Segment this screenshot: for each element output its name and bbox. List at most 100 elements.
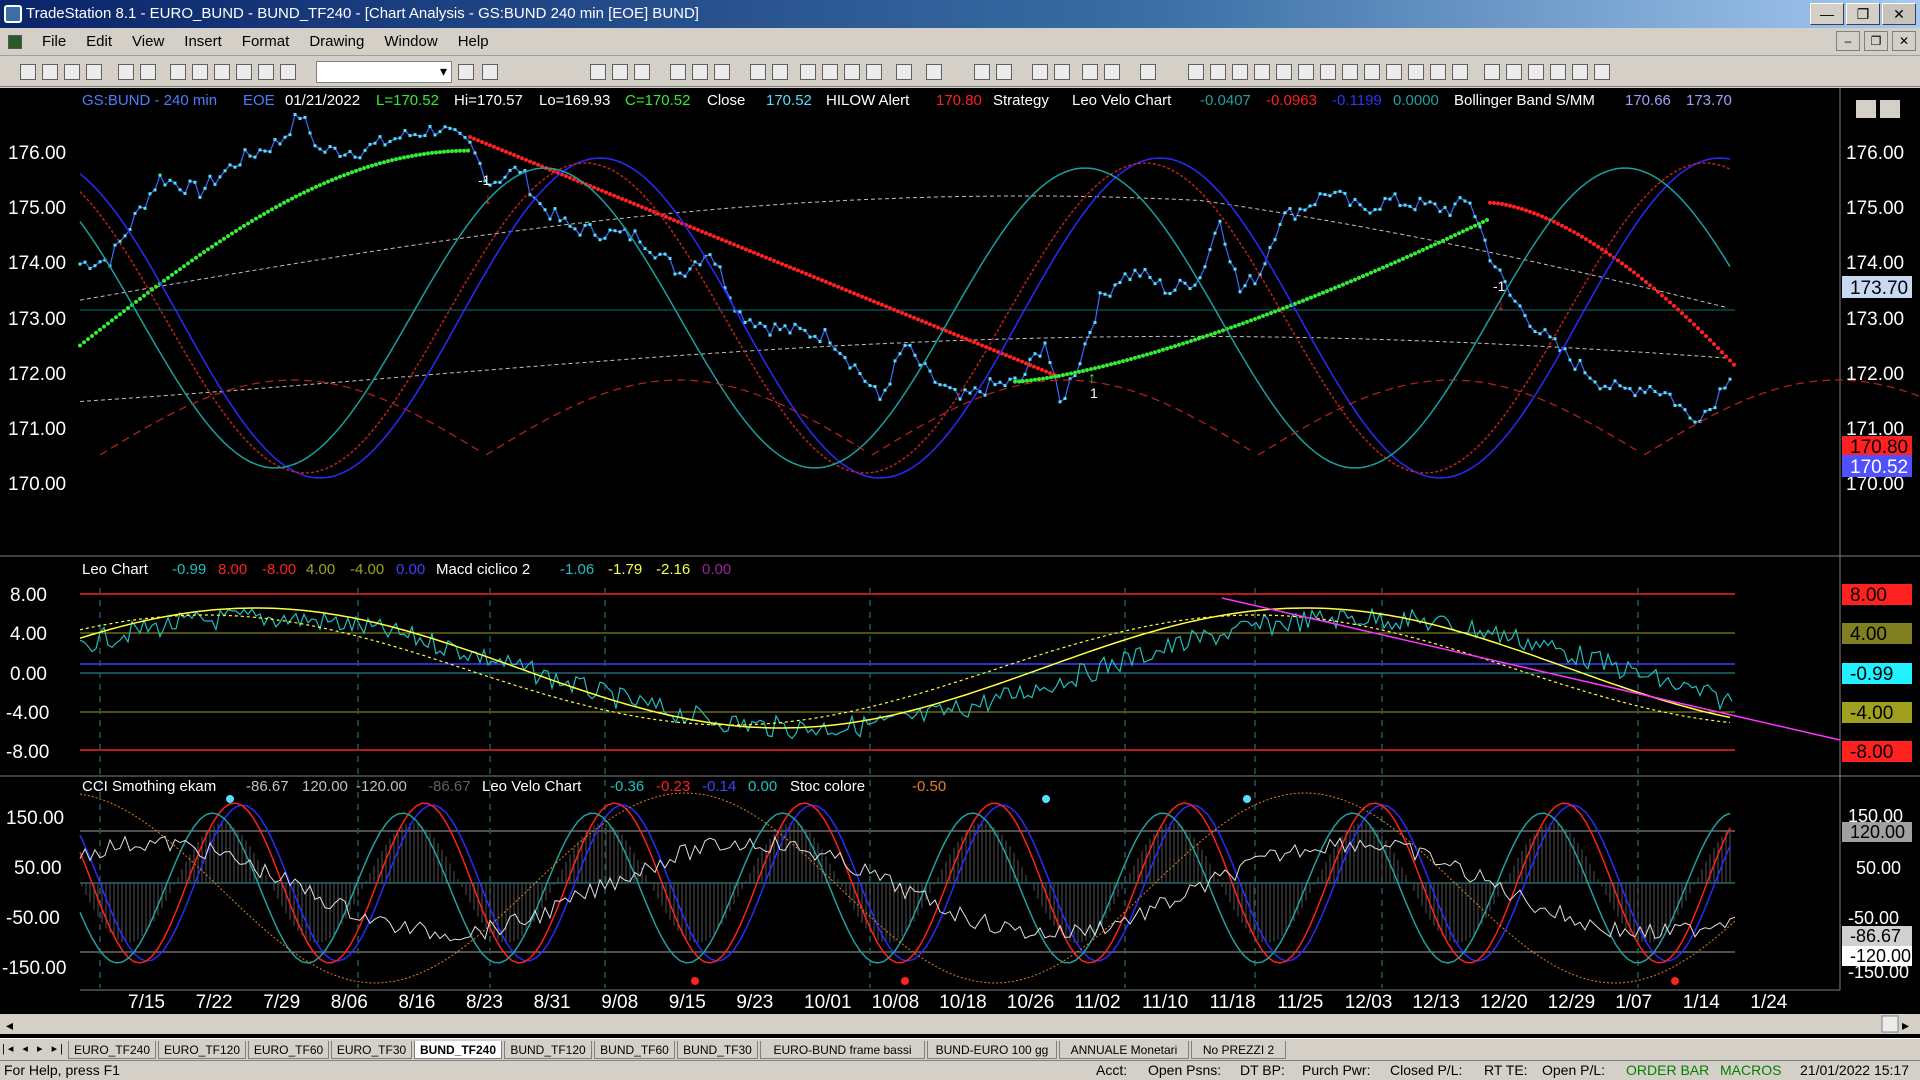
chart-restore-button[interactable] xyxy=(1880,100,1900,118)
window-icon[interactable] xyxy=(170,64,186,80)
close-button[interactable]: ✕ xyxy=(1882,3,1916,25)
arrow-down-icon[interactable] xyxy=(1506,64,1522,80)
workspace-tab-5[interactable]: BUND_TF240 xyxy=(414,1041,502,1059)
workspace-tab-3[interactable]: EURO_TF60 xyxy=(248,1041,329,1059)
arrow-right-icon[interactable] xyxy=(458,64,474,80)
arc-icon[interactable] xyxy=(1408,64,1424,80)
workspace-tab-1[interactable]: EURO_TF240 xyxy=(68,1041,156,1059)
menu-file[interactable]: File xyxy=(42,33,67,50)
grid-icon[interactable] xyxy=(634,64,650,80)
horizontal-lines-icon[interactable] xyxy=(1232,64,1248,80)
menu-view[interactable]: View xyxy=(132,33,165,50)
mdi-close-button[interactable]: ✕ xyxy=(1892,31,1916,51)
bar-spacing-icon[interactable] xyxy=(896,64,912,80)
menu-help[interactable]: Help xyxy=(457,33,489,50)
vertical-line-icon[interactable] xyxy=(1210,64,1226,80)
regression-icon[interactable] xyxy=(1320,64,1336,80)
bar-compress-icon[interactable] xyxy=(926,64,942,80)
lock-icon[interactable] xyxy=(214,64,230,80)
channel-icon[interactable] xyxy=(1276,64,1292,80)
checkmark-icon[interactable] xyxy=(1484,64,1500,80)
strategy-icon[interactable] xyxy=(750,64,766,80)
hilow-green-dot xyxy=(1053,374,1057,379)
menu-format[interactable]: Format xyxy=(241,33,290,50)
tab-nav-arrows-icon[interactable]: |◂ ◂ ▸ ▸| xyxy=(2,1043,66,1055)
parallel-icon[interactable] xyxy=(1364,64,1380,80)
workspace-tab-9[interactable]: EURO-BUND frame bassi xyxy=(760,1041,925,1059)
workspace-tab-10[interactable]: BUND-EURO 100 gg xyxy=(927,1041,1057,1059)
ellipse-icon[interactable] xyxy=(1550,64,1566,80)
mdi-restore-button[interactable]: ❐ xyxy=(1864,31,1888,51)
scroll-right-icon[interactable]: ▸ xyxy=(1902,1017,1909,1033)
scroll-left-icon[interactable]: ◂ xyxy=(6,1017,13,1033)
workspace-tab-6[interactable]: BUND_TF120 xyxy=(504,1041,592,1059)
price-bar xyxy=(688,267,692,271)
restore-button[interactable]: ❐ xyxy=(1846,3,1880,25)
new-icon[interactable] xyxy=(20,64,36,80)
arrow-both-icon[interactable] xyxy=(1386,64,1402,80)
order-bar-button[interactable]: ORDER BAR xyxy=(1626,1062,1710,1078)
bar-chart-icon[interactable] xyxy=(590,64,606,80)
bars-icon[interactable] xyxy=(844,64,860,80)
search-icon[interactable] xyxy=(482,64,498,80)
chart-minimize-button[interactable] xyxy=(1856,100,1876,118)
price-bar xyxy=(1728,377,1732,381)
arrow-up-icon[interactable] xyxy=(1528,64,1544,80)
open-icon[interactable] xyxy=(42,64,58,80)
workspace-tab-12[interactable]: No PREZZI 2 xyxy=(1191,1041,1286,1059)
pen-icon[interactable] xyxy=(1452,64,1468,80)
menu-drawing[interactable]: Drawing xyxy=(309,33,365,50)
globe-icon[interactable] xyxy=(258,64,274,80)
workspace-tab-4[interactable]: EURO_TF30 xyxy=(331,1041,412,1059)
fib-icon[interactable] xyxy=(1254,64,1270,80)
trendline[interactable] xyxy=(1221,597,1841,741)
book-icon[interactable] xyxy=(280,64,296,80)
option-icon[interactable] xyxy=(822,64,838,80)
rectangle-icon[interactable] xyxy=(1572,64,1588,80)
workspace-tab-11[interactable]: ANNUALE Monetari xyxy=(1059,1041,1189,1059)
settings-icon[interactable] xyxy=(1104,64,1120,80)
order-icon[interactable] xyxy=(1140,64,1156,80)
chart-canvas[interactable]: GS:BUND - 240 min EOE 01/21/2022 L=170.5… xyxy=(0,88,1920,1038)
timeline-icon[interactable] xyxy=(866,64,882,80)
zoom-out-icon[interactable] xyxy=(996,64,1012,80)
fan-icon[interactable] xyxy=(1430,64,1446,80)
horizontal-scrollbar[interactable] xyxy=(0,1014,1920,1034)
drag-icon[interactable] xyxy=(1054,64,1070,80)
radar-icon[interactable] xyxy=(800,64,816,80)
workspace-tab-8[interactable]: BUND_TF30 xyxy=(677,1041,758,1059)
wave-icon[interactable] xyxy=(670,64,686,80)
trendline-icon[interactable] xyxy=(1188,64,1204,80)
print-icon[interactable] xyxy=(140,64,156,80)
workspace-tab-7[interactable]: BUND_TF60 xyxy=(594,1041,675,1059)
menu-window[interactable]: Window xyxy=(384,33,438,50)
bb-upper-tag xyxy=(1842,276,1912,298)
symbol-combo[interactable] xyxy=(316,61,452,83)
app-menu-icon[interactable] xyxy=(8,34,22,49)
analysis-icon[interactable] xyxy=(772,64,788,80)
zoom-in-icon[interactable] xyxy=(974,64,990,80)
scanner-icon[interactable] xyxy=(714,64,730,80)
hilow-red-dot xyxy=(1716,346,1720,351)
text-icon[interactable] xyxy=(1594,64,1610,80)
workspace-tab-2[interactable]: EURO_TF120 xyxy=(158,1041,246,1059)
scroll-thumb[interactable] xyxy=(1881,1015,1899,1033)
speed-line-icon[interactable] xyxy=(1342,64,1358,80)
gann-icon[interactable] xyxy=(1298,64,1314,80)
layout-icon[interactable] xyxy=(192,64,208,80)
tools-icon[interactable] xyxy=(1082,64,1098,80)
minimize-button[interactable]: — xyxy=(1810,3,1844,25)
price-line[interactable] xyxy=(79,113,1731,423)
chart-analysis-window[interactable]: GS:BUND - 240 min EOE 01/21/2022 L=170.5… xyxy=(0,88,1920,1038)
tile-icon[interactable] xyxy=(236,64,252,80)
menu-edit[interactable]: Edit xyxy=(86,33,113,50)
list-icon[interactable] xyxy=(612,64,628,80)
menu-insert[interactable]: Insert xyxy=(184,33,222,50)
copy-icon[interactable] xyxy=(86,64,102,80)
print-preview-icon[interactable] xyxy=(118,64,134,80)
pointer-icon[interactable] xyxy=(1032,64,1048,80)
save-icon[interactable] xyxy=(64,64,80,80)
matrix-icon[interactable] xyxy=(692,64,708,80)
macros-button[interactable]: MACROS xyxy=(1720,1062,1782,1078)
mdi-minimize-button[interactable]: – xyxy=(1836,31,1860,51)
